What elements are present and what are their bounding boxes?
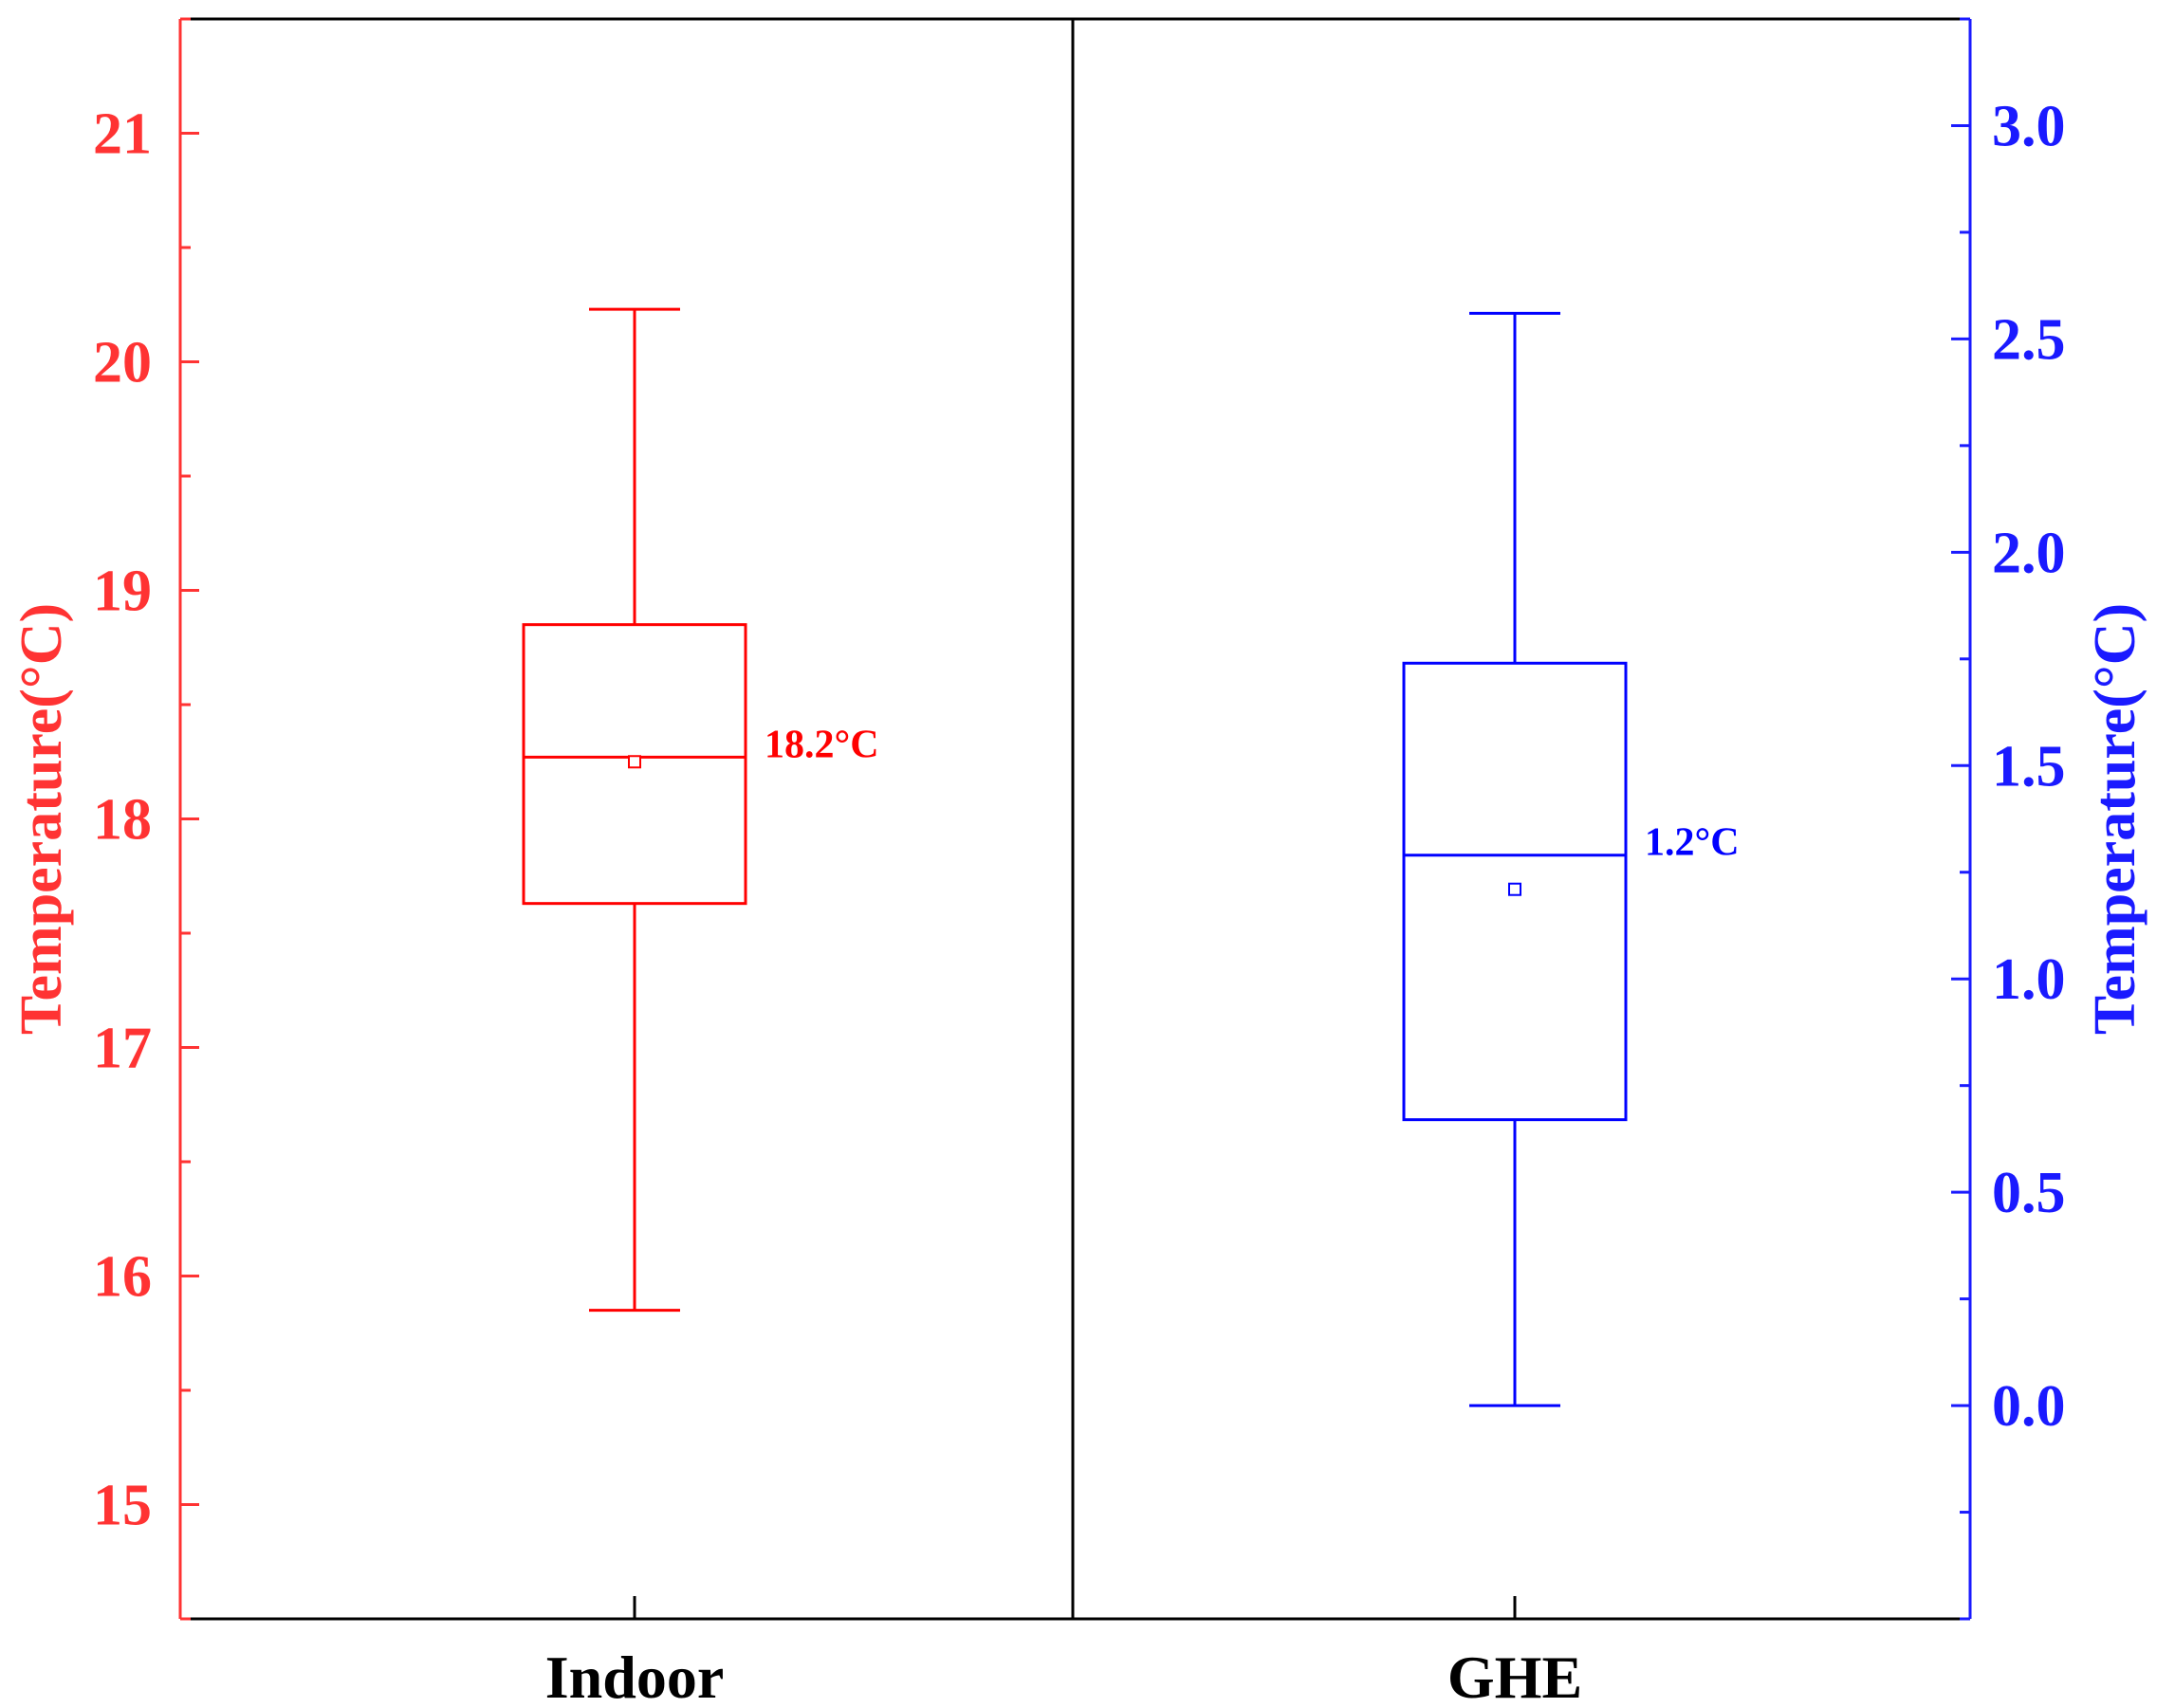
x-tick-label: GHE	[1447, 1644, 1582, 1708]
left-tick-label: 18	[93, 788, 152, 853]
box-indoor: 18.2°C	[522, 307, 879, 1313]
mean-annotation: 1.2°C	[1645, 821, 1740, 865]
iqr-box	[522, 623, 747, 906]
left-tick-label: 16	[93, 1245, 152, 1310]
right-y-axis: 0.0 0.5 1.0 1.5 2.0 2.5 3.0 Temperature(°C)	[1951, 17, 2147, 1621]
right-tick-label: 2.0	[1992, 521, 2066, 585]
left-tick-label: 19	[93, 560, 152, 624]
x-tick-label: Indoor	[545, 1644, 725, 1708]
x-axis: Indoor GHE	[545, 1596, 1582, 1708]
right-axis-title: Temperature(°C)	[2083, 603, 2147, 1035]
box-plots: 18.2°C 1.2°C	[522, 307, 1740, 1407]
right-tick-label: 0.5	[1992, 1161, 2066, 1225]
mean-annotation: 18.2°C	[765, 723, 879, 766]
plot-frame	[180, 17, 1970, 1621]
left-tick-label: 15	[93, 1474, 152, 1538]
mean-marker	[628, 755, 641, 769]
left-tick-label: 21	[93, 102, 152, 167]
left-tick-label: 20	[93, 331, 152, 395]
right-tick-label: 2.5	[1992, 307, 2066, 372]
box-ghe: 1.2°C	[1402, 311, 1740, 1407]
right-tick-label: 3.0	[1992, 94, 2066, 158]
mean-marker	[1508, 882, 1521, 896]
left-axis-title: Temperature(°C)	[9, 603, 74, 1035]
right-tick-label: 1.0	[1992, 947, 2066, 1012]
left-y-axis: 15 16 17 18 19 20 21 Temperature(°C)	[9, 17, 199, 1621]
left-tick-label: 17	[93, 1017, 152, 1081]
right-tick-label: 0.0	[1992, 1374, 2066, 1439]
iqr-box	[1402, 661, 1628, 1122]
right-tick-label: 1.5	[1992, 734, 2066, 799]
